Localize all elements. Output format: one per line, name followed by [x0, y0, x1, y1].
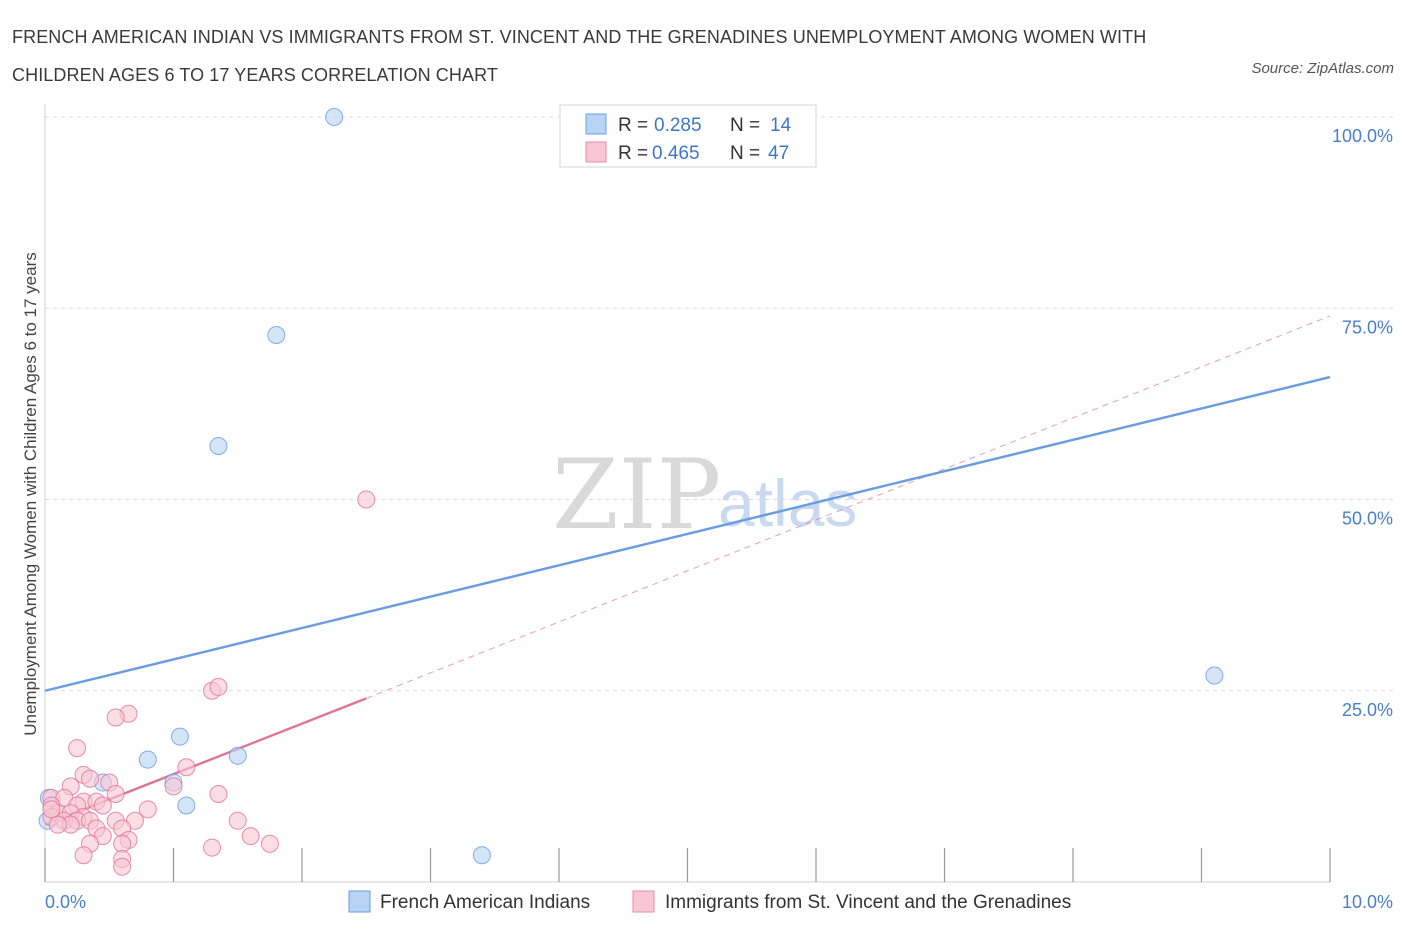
data-point-pink [228, 811, 247, 830]
grid-lines [45, 116, 1395, 692]
chart-title: FRENCH AMERICAN INDIAN VS IMMIGRANTS FRO… [12, 18, 1212, 94]
bottom-legend-swatch-pink [632, 890, 655, 913]
data-point-pink [209, 785, 228, 804]
y-tick-label: 25.0% [1342, 700, 1393, 720]
data-point-pink [164, 777, 183, 796]
data-point-pink [106, 785, 125, 804]
trend-line-blue [44, 375, 1331, 692]
y-axis-label: Unemployment Among Women with Children A… [21, 252, 40, 736]
bottom-legend-label-pink: Immigrants from St. Vincent and the Gren… [665, 892, 1071, 913]
tick-labels: 25.0% 50.0% 75.0% 100.0% 0.0% 10.0% [45, 126, 1393, 912]
data-point-pink [209, 677, 228, 696]
watermark: ZIP atlas [552, 439, 857, 551]
data-point-pink [203, 838, 222, 857]
data-points [38, 108, 1224, 876]
data-point-pink [106, 708, 125, 727]
x-tick-label: 10.0% [1342, 892, 1393, 912]
data-point-pink [42, 800, 61, 819]
legend-r-value-blue: 0.285 [654, 115, 702, 136]
legend-swatch-pink [585, 141, 607, 163]
data-point-pink [113, 834, 132, 853]
source-label: Source: ZipAtlas.com [1251, 60, 1394, 77]
y-tick-label: 50.0% [1342, 509, 1393, 529]
data-point-blue [1205, 666, 1224, 685]
legend-r-label-pink: R = [618, 143, 648, 164]
bottom-legend-swatch-blue [348, 890, 371, 913]
legend-n-value-blue: 14 [770, 115, 792, 136]
data-point-pink [241, 827, 260, 846]
data-point-blue [267, 326, 286, 345]
data-point-pink [260, 834, 279, 853]
legend-r-label-blue: R = [618, 115, 648, 136]
data-point-blue [209, 436, 228, 455]
data-point-pink [74, 846, 93, 865]
data-point-pink [48, 815, 67, 834]
axes [44, 104, 1331, 883]
data-point-pink [138, 800, 157, 819]
legend-r-value-pink: 0.465 [652, 143, 700, 164]
trend-line-extension [366, 315, 1331, 699]
y-tick-label: 75.0% [1342, 317, 1393, 337]
data-point-pink [68, 739, 87, 758]
legend: R = 0.285 N = 14 R = 0.465 N = 47 [559, 104, 817, 168]
bottom-legend: French American Indians Immigrants from … [348, 890, 1071, 913]
data-point-pink [357, 490, 376, 509]
data-point-pink [80, 769, 99, 788]
data-point-pink [113, 857, 132, 876]
data-point-pink [177, 758, 196, 777]
chart-title-line-1: FRENCH AMERICAN INDIAN VS IMMIGRANTS FRO… [12, 27, 1147, 47]
y-tick-label: 100.0% [1332, 126, 1393, 146]
watermark-zip: ZIP [552, 439, 721, 551]
legend-n-value-pink: 47 [768, 143, 789, 164]
watermark-atlas: atlas [718, 466, 857, 540]
data-point-blue [138, 750, 157, 769]
x-tick-label: 0.0% [45, 892, 86, 912]
data-point-blue [472, 846, 491, 865]
legend-n-label-pink: N = [730, 143, 760, 164]
legend-swatch-blue [585, 113, 607, 135]
data-point-blue [170, 727, 189, 746]
data-point-blue [325, 108, 344, 126]
chart-title-line-2: CHILDREN AGES 6 TO 17 YEARS CORRELATION … [12, 65, 498, 85]
legend-n-label-blue: N = [730, 115, 760, 136]
data-point-blue [228, 746, 247, 765]
bottom-legend-label-blue: French American Indians [380, 892, 590, 913]
data-point-blue [177, 796, 196, 815]
data-point-pink [93, 796, 112, 815]
